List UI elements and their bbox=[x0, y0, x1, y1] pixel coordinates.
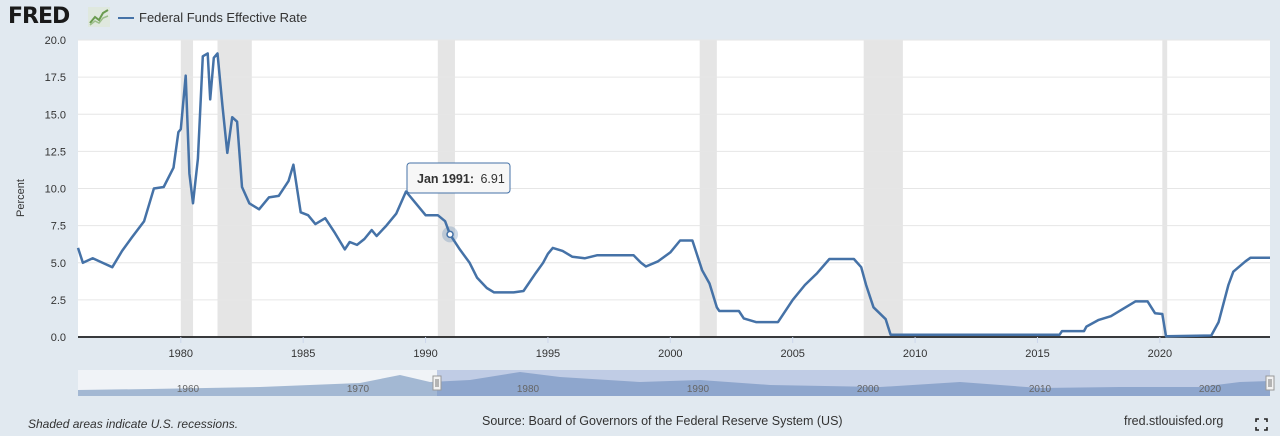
x-tick-label: 2020 bbox=[1148, 348, 1172, 360]
tooltip-value: 6.91 bbox=[480, 172, 504, 186]
navigator-tick-label: 2010 bbox=[1029, 384, 1052, 395]
fullscreen-icon[interactable] bbox=[1255, 418, 1268, 431]
navigator-handle-left[interactable] bbox=[432, 375, 442, 391]
hover-point[interactable] bbox=[446, 230, 454, 239]
y-tick-label: 10.0 bbox=[45, 184, 66, 196]
series-line-federal-funds[interactable] bbox=[76, 52, 1270, 338]
navigator-tick-label: 2000 bbox=[857, 384, 880, 395]
y-axis-ticks: 0.0 2.5 5.0 7.5 10.0 12.5 15.0 17.5 20.0 bbox=[45, 35, 66, 344]
x-tick-label: 2000 bbox=[658, 348, 682, 360]
navigator-background bbox=[78, 370, 1270, 396]
range-navigator[interactable]: 1960 1970 1980 1990 2000 2010 2020 bbox=[78, 370, 1275, 396]
x-tick-label: 1985 bbox=[291, 348, 315, 360]
x-tick-label: 2010 bbox=[903, 348, 927, 360]
navigator-tick-label: 2020 bbox=[1199, 384, 1222, 395]
navigator-tick-label: 1970 bbox=[347, 384, 370, 395]
y-axis-title: Percent bbox=[15, 179, 27, 217]
navigator-area bbox=[78, 372, 1270, 396]
legend-swatch bbox=[118, 16, 134, 19]
y-tick-label: 15.0 bbox=[45, 109, 66, 121]
navigator-tick-label: 1960 bbox=[177, 384, 200, 395]
site-link[interactable]: fred.stlouisfed.org bbox=[1124, 414, 1224, 428]
chart-header: FRED Federal Funds Effective Rate bbox=[0, 0, 1280, 36]
y-tick-label: 7.5 bbox=[51, 221, 66, 233]
recession-note: Shaded areas indicate U.S. recessions. bbox=[28, 417, 239, 431]
navigator-tick-label: 1980 bbox=[517, 384, 540, 395]
y-tick-label: 12.5 bbox=[45, 146, 66, 158]
y-tick-label: 20.0 bbox=[45, 35, 66, 47]
x-tick-label: 1990 bbox=[413, 348, 437, 360]
svg-text:Jan 1991: 6.91: Jan 1991: 6.91 bbox=[417, 172, 505, 186]
source-text: Source: Board of Governors of the Federa… bbox=[482, 414, 843, 428]
y-tick-label: 17.5 bbox=[45, 72, 66, 84]
x-axis-ticks: 1980 1985 1990 1995 2000 2005 2010 2015 2020 bbox=[169, 337, 1172, 360]
chart-line-icon bbox=[88, 7, 110, 27]
x-tick-label: 2005 bbox=[780, 348, 804, 360]
navigator-tick-label: 1990 bbox=[687, 384, 710, 395]
x-tick-label: 1995 bbox=[536, 348, 560, 360]
navigator-handle-right[interactable] bbox=[1265, 375, 1275, 391]
y-tick-label: 2.5 bbox=[51, 295, 66, 307]
x-tick-label: 2015 bbox=[1025, 348, 1049, 360]
y-tick-label: 0.0 bbox=[51, 332, 66, 344]
y-tick-label: 5.0 bbox=[51, 258, 66, 270]
navigator-selection[interactable] bbox=[437, 370, 1270, 396]
tooltip-box bbox=[406, 162, 511, 194]
tooltip: Jan 1991: 6.91 bbox=[406, 162, 511, 194]
fred-logo[interactable]: FRED bbox=[8, 4, 70, 29]
legend[interactable]: Federal Funds Effective Rate bbox=[118, 10, 307, 25]
legend-series-label: Federal Funds Effective Rate bbox=[139, 10, 308, 25]
tooltip-label: Jan 1991: bbox=[417, 172, 474, 186]
grid-lines bbox=[78, 39, 1270, 301]
navigator-ticks: 1960 1970 1980 1990 2000 2010 2020 bbox=[177, 384, 1222, 395]
chart-area[interactable]: 0.02.55.07.510.012.515.017.520.0 1980 198… bbox=[0, 30, 1280, 402]
x-tick-label: 1980 bbox=[169, 348, 193, 360]
